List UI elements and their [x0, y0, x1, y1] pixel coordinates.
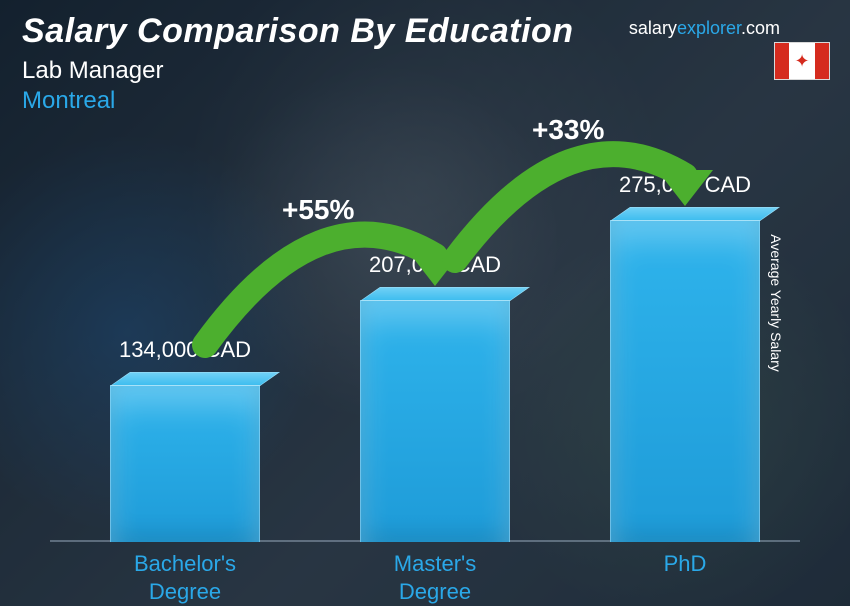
- brand-part1: salary: [629, 18, 677, 38]
- content-layer: Salary Comparison By Education Lab Manag…: [0, 0, 850, 606]
- increase-percent-label: +33%: [532, 114, 604, 146]
- bar-category-label: PhD: [585, 550, 785, 578]
- brand-part2: explorer: [677, 18, 741, 38]
- maple-leaf-icon: ✦: [794, 52, 809, 70]
- bar-category-label: Bachelor'sDegree: [85, 550, 285, 605]
- canada-flag-icon: ✦: [774, 42, 830, 80]
- bar: [110, 385, 260, 542]
- increase-percent-label: +55%: [282, 194, 354, 226]
- brand-watermark: salaryexplorer.com: [629, 18, 780, 39]
- chart-subtitle: Lab Manager: [22, 57, 828, 85]
- bar-category-label: Master'sDegree: [335, 550, 535, 605]
- brand-part3: .com: [741, 18, 780, 38]
- bar-chart: 134,000 CADBachelor'sDegree207,000 CADMa…: [60, 140, 790, 542]
